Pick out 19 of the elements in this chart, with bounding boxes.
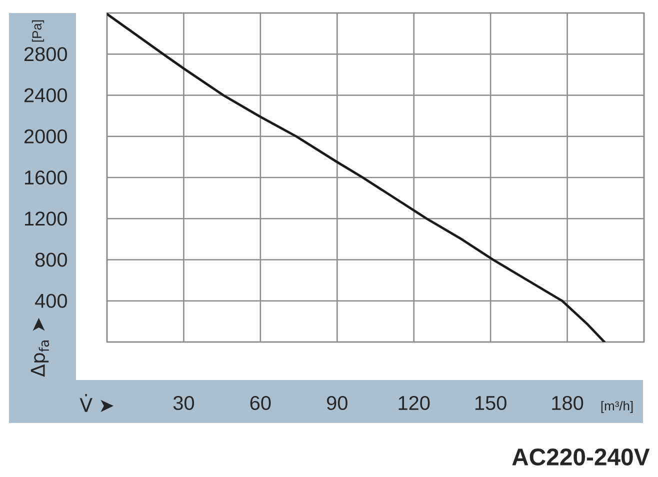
line-series xyxy=(107,13,606,342)
x-tick-label: 90 xyxy=(327,396,348,410)
x-tick-label: 120 xyxy=(398,396,430,410)
text: AC220-240V xyxy=(512,448,650,466)
y-tick-label: 1600 xyxy=(24,170,68,185)
y-tick-label: 1200 xyxy=(24,212,68,226)
x-axis-title: V̇ ➤ xyxy=(80,394,114,412)
y-tick-label: 800 xyxy=(35,252,68,267)
y-tick-label: 2800 xyxy=(24,47,68,62)
y-axis-title: Δp$_{fa}$ ➤ xyxy=(30,318,50,377)
y-tick-label: 2400 xyxy=(24,88,68,102)
y-tick-label: 400 xyxy=(35,294,68,308)
x-tick-label: 180 xyxy=(552,396,584,410)
x-tick-label: 30 xyxy=(173,396,194,410)
x-tick-label: 60 xyxy=(250,396,271,410)
x-tick-label: 150 xyxy=(475,396,506,410)
y-tick-label: 2000 xyxy=(24,129,68,144)
text: [m³/h] xyxy=(601,400,633,414)
text: [Pa] xyxy=(32,20,44,42)
